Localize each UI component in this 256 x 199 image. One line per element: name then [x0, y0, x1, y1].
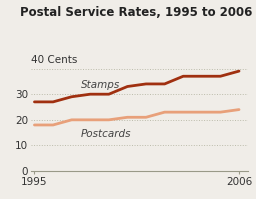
Text: Postcards: Postcards	[81, 129, 131, 139]
Text: Postal Service Rates, 1995 to 2006: Postal Service Rates, 1995 to 2006	[20, 6, 253, 19]
Text: Stamps: Stamps	[81, 80, 120, 90]
Text: 40 Cents: 40 Cents	[31, 55, 77, 65]
